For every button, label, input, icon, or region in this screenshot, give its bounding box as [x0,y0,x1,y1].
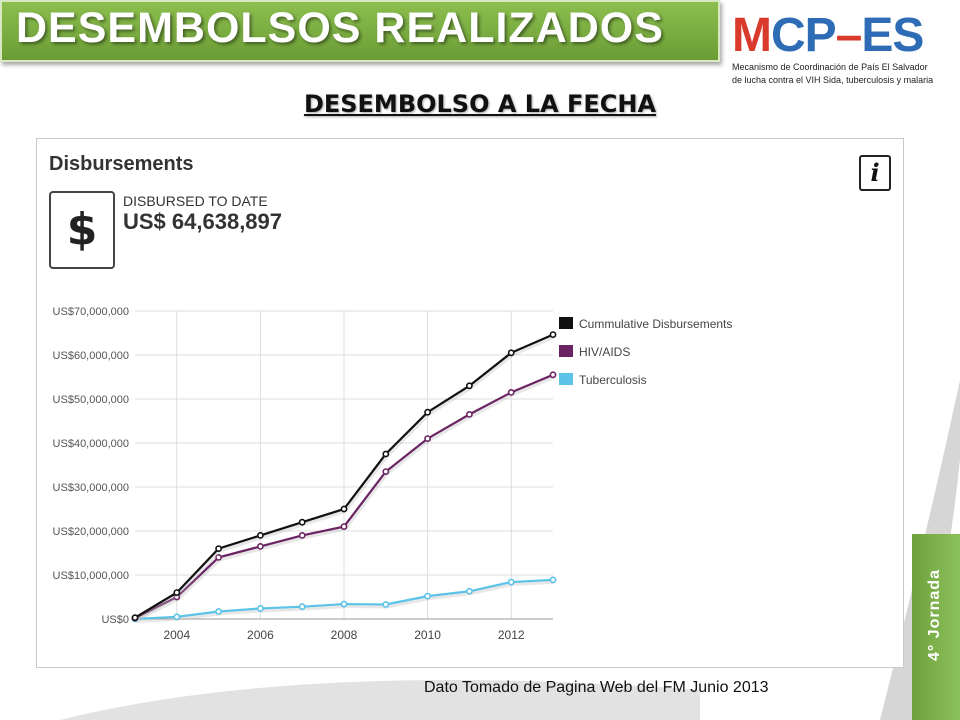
logo-letter: ES [861,9,924,62]
slide-subtitle: DESEMBOLSO A LA FECHA [303,90,657,118]
title-banner: DESEMBOLSOS REALIZADOS [0,0,720,62]
y-tick-label: US$70,000,000 [53,306,129,318]
side-tab-label: 4° Jornada [926,569,943,661]
x-tick-label: 2008 [331,628,358,642]
legend-label: Cummulative Disbursements [579,317,732,331]
data-point [215,545,222,552]
stat-label: DISBURSED TO DATE [123,193,268,209]
data-point [382,450,390,458]
disbursements-panel: Disbursements i $ DISBURSED TO DATE US$ … [36,138,904,668]
data-point [549,576,557,584]
x-tick-label: 2006 [247,628,274,642]
y-tick-label: US$60,000,000 [53,350,129,362]
logo-letter: P [804,9,837,62]
data-point [256,531,264,539]
data-point [298,603,306,611]
legend-label: Tuberculosis [579,373,647,387]
data-point [465,382,473,390]
legend-swatch [559,345,573,357]
x-tick-label: 2010 [414,628,441,642]
data-point [507,578,515,586]
logo-dash: – [835,9,863,62]
mcp-es-logo: MCP–ES Mecanismo de Coordinación de País… [732,12,952,86]
slide-title: DESEMBOLSOS REALIZADOS [16,4,664,52]
legend-label: HIV/AIDS [579,345,630,359]
x-tick-label: 2004 [163,628,190,642]
data-point [424,408,431,416]
y-tick-label: US$20,000,000 [53,526,129,538]
logo-mark: MCP–ES [732,12,952,60]
y-tick-label: US$50,000,000 [53,394,129,406]
data-point [131,614,139,622]
disbursements-line-chart: US$0 US$10,000,000 US$20,000,000 US$30,000,… [53,306,733,642]
y-tick-label: US$30,000,000 [53,482,129,494]
data-point [173,589,181,596]
legend-swatch [559,317,573,329]
data-point [215,553,222,561]
logo-letter: M [732,9,772,62]
logo-letter: C [770,9,806,62]
data-point [340,505,348,513]
y-tick-label: US$40,000,000 [53,438,129,450]
data-point [215,608,222,615]
side-tab: 4° Jornada [912,534,960,720]
dollar-icon: $ [49,191,115,269]
data-point [173,613,181,621]
data-point [549,371,557,379]
data-point [465,587,473,595]
stat-value: US$ 64,638,897 [123,209,283,234]
x-tick-label: 2012 [498,628,525,642]
data-point [382,468,390,475]
y-tick-label: US$10,000,000 [53,570,129,582]
source-footnote: Dato Tomado de Pagina Web del FM Junio 2… [424,679,769,696]
logo-caption-2: de lucha contra el VIH Sida, tuberculosi… [732,75,934,85]
data-point [256,605,264,612]
data-point [298,531,306,539]
series-shadow [135,374,555,622]
legend-swatch [559,373,573,385]
data-point [507,388,515,396]
data-point [424,435,431,442]
data-point [340,600,348,608]
data-point [549,331,557,338]
info-icon[interactable]: i [859,155,891,191]
data-point [298,518,306,526]
data-point [465,410,473,418]
logo-caption-1: Mecanismo de Coordinación de País El Sal… [732,62,928,72]
panel-heading: Disbursements [49,153,194,175]
data-point [424,592,431,600]
data-point [256,542,264,550]
data-point [382,601,390,608]
data-point [340,523,348,530]
data-point [507,349,515,357]
y-tick-label: US$0 [101,614,129,626]
